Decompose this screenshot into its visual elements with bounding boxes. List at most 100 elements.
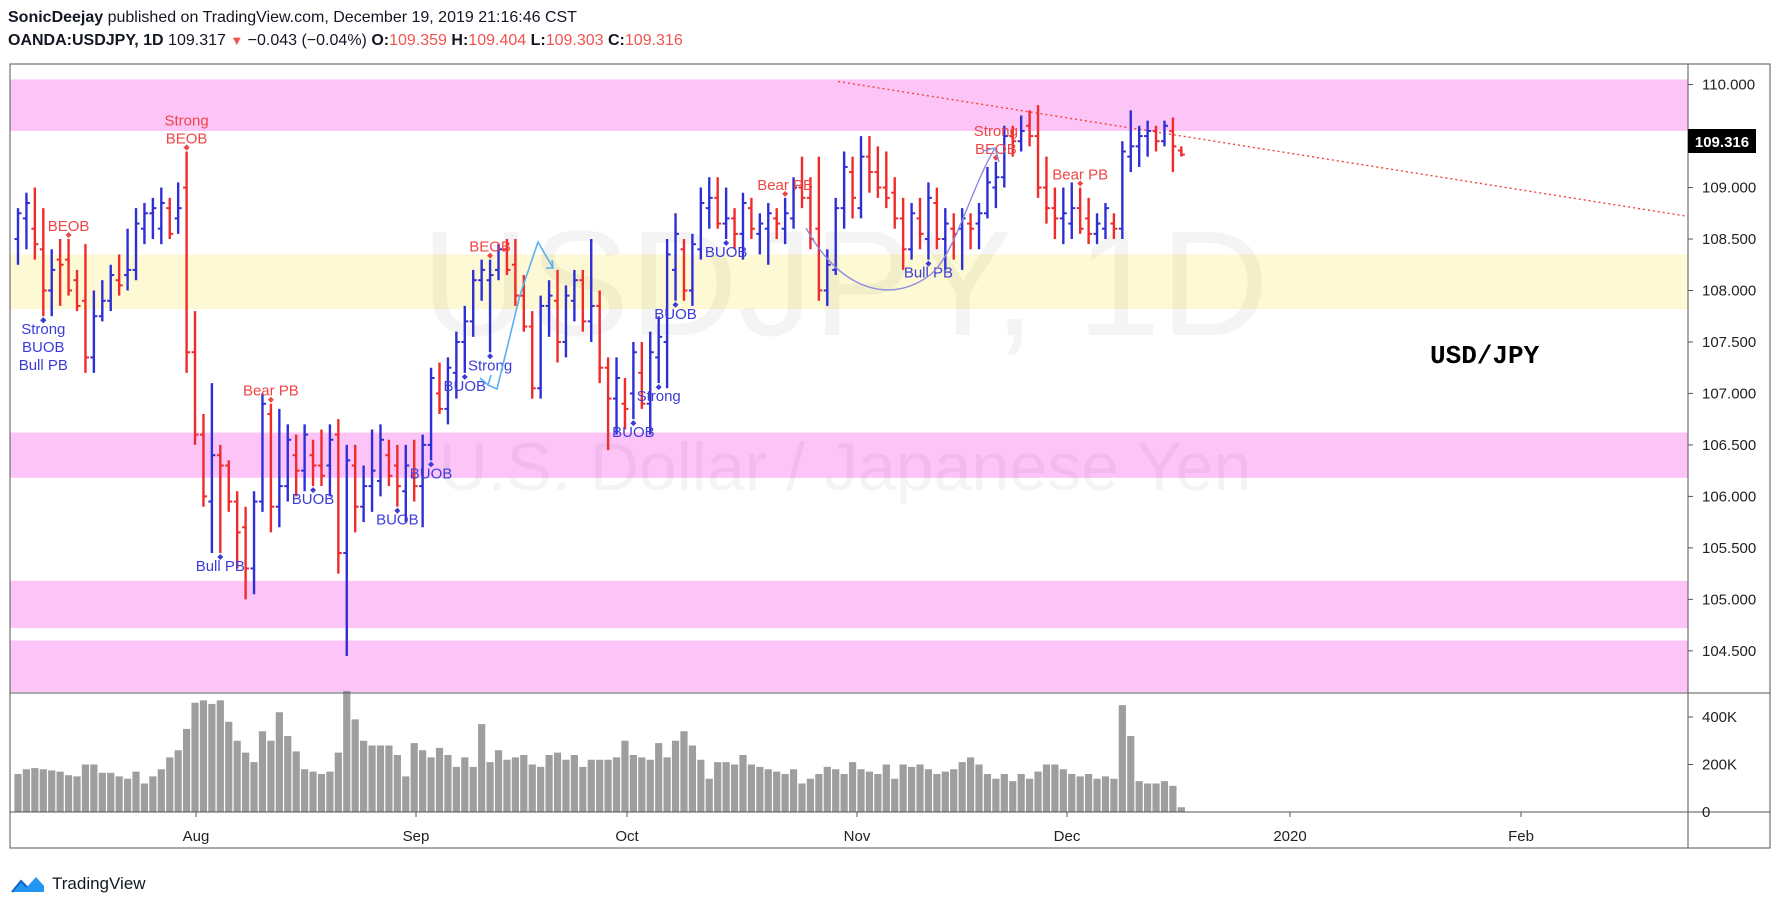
annotation-diamond (394, 507, 401, 514)
ohlc-bar-42 (368, 429, 376, 512)
volume-bar-11 (107, 772, 115, 812)
annotation-label: BUOB (410, 465, 453, 482)
volume-bar-92 (789, 769, 798, 812)
volume-bar-135 (1152, 783, 1160, 812)
tradingview-brand[interactable]: TradingView (10, 874, 146, 894)
ohlc-bar-46 (402, 444, 410, 523)
volume-bar-132 (1127, 736, 1135, 812)
volume-bar-107 (916, 764, 924, 812)
volume-bar-84 (722, 762, 730, 812)
price-tick-label: 110.000 (1702, 77, 1755, 94)
annotation-diamond (461, 373, 468, 380)
volume-bar-56 (486, 762, 494, 812)
volume-bar-102 (874, 774, 882, 812)
annotation-label: BUOB (292, 491, 335, 508)
ohlc-bar-123 (1051, 187, 1059, 240)
ohlc-bar-77 (663, 239, 671, 389)
ohlc-bar-117 (1000, 125, 1008, 188)
ohlc-bar-44 (385, 439, 393, 487)
ohlc-bar-7 (73, 269, 81, 312)
volume-bar-124 (1059, 769, 1067, 812)
ohlc-bar-15 (140, 202, 148, 245)
volume-bar-101 (865, 771, 874, 812)
annotation-label: BUOB (376, 512, 419, 529)
price-tick-label: 106.500 (1702, 437, 1756, 454)
volume-bar-49 (427, 757, 435, 812)
ohlc-bar-127 (1085, 197, 1093, 245)
ohlc-bar-125 (1068, 182, 1076, 240)
outer-frame (9, 63, 1771, 849)
ohlc-bar-65 (562, 285, 570, 358)
volume-bar-111 (950, 769, 958, 812)
volume-bar-14 (132, 771, 140, 812)
ohlc-bar-51 (444, 357, 452, 425)
volume-bar-7 (73, 776, 81, 812)
volume-bar-28 (250, 762, 258, 812)
volume-bar-53 (461, 757, 469, 812)
volume-bar-33 (292, 751, 300, 812)
ohlc-bar-22 (199, 414, 207, 507)
ohlc-bar-126 (1076, 187, 1084, 234)
volume-bar-60 (520, 755, 528, 812)
annotation-diamond (1077, 180, 1084, 187)
volume-bar-10 (98, 772, 106, 812)
volume-bar-115 (983, 774, 992, 812)
ohlc-bar-9 (90, 290, 98, 373)
zones-layer (10, 79, 1688, 692)
volume-bar-35 (309, 771, 317, 812)
volume-bar-24 (216, 700, 224, 812)
volume-bar-23 (208, 703, 216, 812)
volume-bar-39 (343, 690, 351, 812)
volume-bar-3 (39, 769, 47, 812)
volume-bar-79 (680, 731, 688, 812)
ohlc-bar-101 (865, 136, 873, 193)
ohlc-bar-100 (857, 136, 865, 219)
annotation-diamond (487, 353, 494, 360)
volume-bar-123 (1051, 764, 1059, 812)
ohlc-bar-35 (309, 439, 317, 487)
volume-bar-99 (848, 762, 857, 812)
volume-bar-45 (393, 755, 401, 812)
ohlc-bar-23 (208, 383, 216, 554)
brand-name: TradingView (52, 874, 146, 893)
volume-bar-137 (1169, 785, 1177, 812)
high-label: H: (451, 32, 469, 49)
ohlc-legend: OANDA:USDJPY, 1D 109.317 ▼ −0.043 (−0.04… (8, 32, 683, 50)
volume-bar-29 (258, 731, 267, 812)
ohlc-bar-59 (511, 239, 519, 306)
volume-bar-87 (747, 764, 756, 812)
ohlc-bar-53 (461, 305, 469, 373)
annotation-label: Strong (974, 123, 1018, 140)
volume-bar-86 (739, 755, 747, 812)
time-tick-label: Feb (1508, 828, 1534, 845)
volume-bar-51 (444, 755, 452, 812)
volume-bar-4 (48, 770, 56, 812)
ohlc-bar-118 (1009, 125, 1017, 157)
ohlc-bar-33 (292, 434, 300, 497)
arrowhead-1 (479, 374, 492, 387)
volume-bar-83 (714, 762, 722, 812)
price-change: −0.043 (−0.04%) (247, 32, 367, 49)
annotation-diamond (310, 487, 317, 494)
ohlc-bar-95 (815, 156, 823, 301)
volume-bar-16 (149, 776, 157, 812)
volume-bar-138 (1177, 807, 1185, 812)
volume-bar-105 (899, 764, 907, 812)
projection-arrow-1 (487, 240, 554, 391)
annotation-label: Bear PB (1052, 167, 1108, 184)
volume-bar-104 (891, 778, 899, 812)
ohlc-bar-135 (1152, 125, 1160, 152)
ohlc-bar-25 (225, 460, 233, 512)
volume-bar-48 (419, 750, 427, 812)
ohlc-bar-89 (764, 202, 772, 265)
close-label: C: (608, 32, 625, 49)
ohlc-bar-31 (275, 408, 283, 528)
ohlc-bar-114 (975, 202, 983, 250)
author-name[interactable]: SonicDeejay (8, 9, 104, 26)
ohlc-bar-26 (233, 491, 241, 569)
symbol-label: OANDA:USDJPY, 1D (8, 32, 164, 49)
time-tick-label: Nov (844, 828, 871, 845)
zone-supply-4 (10, 640, 1688, 692)
annotation-label: Bear PB (243, 383, 299, 400)
